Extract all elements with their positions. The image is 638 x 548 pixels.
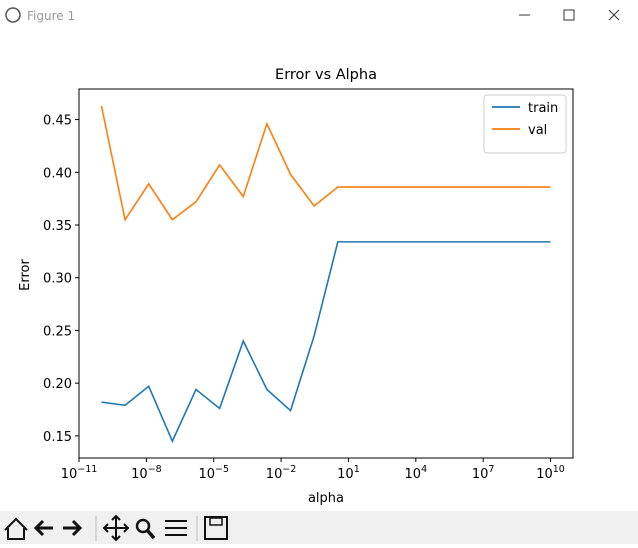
y-tick-label: 0.20 [43, 377, 72, 392]
y-tick-label: 0.15 [43, 430, 72, 445]
y-axis-label: Error [18, 259, 33, 291]
close-button[interactable] [608, 9, 620, 21]
forward-button[interactable] [63, 519, 83, 537]
maximize-button[interactable] [563, 9, 575, 21]
y-tick-label: 0.25 [43, 324, 72, 339]
legend-box [483, 94, 567, 154]
x-tick-label: 10−2 [266, 464, 297, 482]
x-tick-label: 104 [405, 464, 428, 482]
x-tick-label: 10−11 [61, 464, 98, 482]
legend-label: train [528, 101, 558, 116]
legend-label: val [528, 123, 547, 138]
y-tick-label: 0.40 [43, 166, 72, 181]
zoom-button[interactable] [135, 518, 151, 534]
x-tick-label: 107 [472, 464, 495, 482]
data-line [100, 105, 551, 222]
back-button[interactable] [33, 519, 53, 537]
window-title: Figure 1 [27, 9, 75, 23]
x-tick-label: 10−8 [131, 464, 162, 482]
x-axis-label: alpha [308, 491, 344, 506]
chart-title: Error vs Alpha [275, 67, 377, 83]
configure-button[interactable] [165, 520, 187, 536]
x-tick-label: 101 [337, 464, 360, 482]
pan-button[interactable] [102, 514, 130, 542]
save-button[interactable] [204, 516, 228, 540]
data-line [101, 241, 551, 444]
axes-frame [78, 88, 574, 459]
y-tick-label: 0.30 [43, 272, 72, 287]
app-icon [5, 7, 21, 23]
y-tick-label: 0.45 [43, 114, 72, 129]
x-tick-label: 1010 [536, 464, 565, 482]
y-tick-label: 0.35 [43, 219, 72, 234]
x-tick-label: 10−5 [198, 464, 229, 482]
home-button[interactable] [4, 517, 28, 540]
title-bar [0, 0, 638, 30]
